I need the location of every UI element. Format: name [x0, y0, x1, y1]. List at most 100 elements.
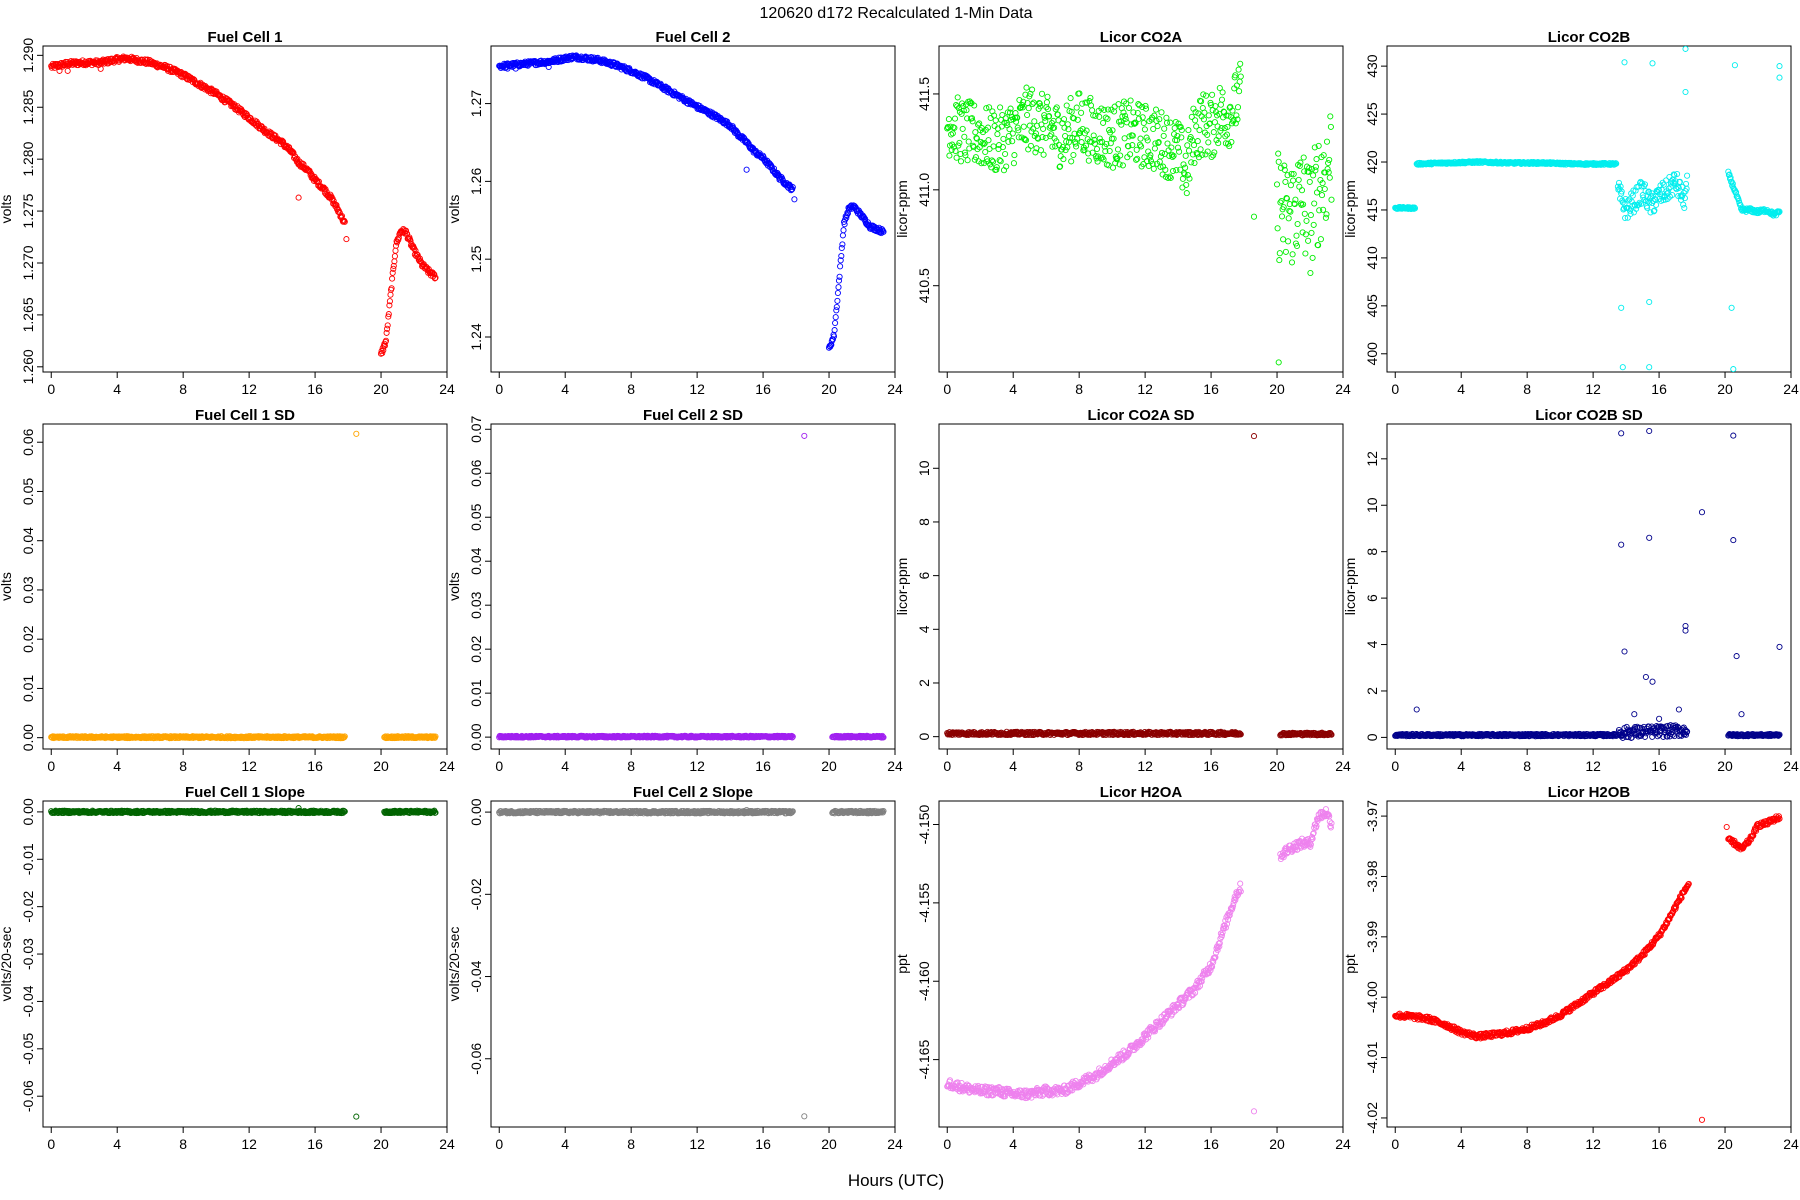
- data-point: [1133, 146, 1140, 153]
- y-tick-label: 1.290: [20, 38, 36, 73]
- data-point: [1011, 152, 1018, 159]
- data-point: [1310, 172, 1317, 179]
- data-point: [1104, 106, 1112, 113]
- data-point: [1111, 103, 1118, 110]
- data-point: [1134, 109, 1141, 117]
- y-tick-label: 1.260: [20, 349, 36, 384]
- data-point: [996, 157, 1003, 164]
- data-point: [1288, 259, 1296, 266]
- data-point: [1141, 154, 1148, 161]
- data-point: [1037, 147, 1044, 154]
- data-point: [969, 118, 976, 125]
- data-point: [1120, 109, 1127, 116]
- plot-frame: [938, 45, 1344, 373]
- data-point: [385, 313, 392, 320]
- x-tick-label: 16: [1203, 758, 1219, 774]
- outlier-point: [545, 63, 552, 71]
- data-point: [980, 141, 987, 148]
- y-tick-label: 410: [1364, 246, 1380, 270]
- data-point: [770, 165, 778, 172]
- outlier-point: [1728, 304, 1735, 311]
- data-point: [956, 108, 963, 116]
- data-point: [1234, 104, 1242, 111]
- x-tick-label: 12: [689, 381, 705, 397]
- data-point: [945, 116, 952, 123]
- data-point: [432, 274, 439, 281]
- x-tick-label: 16: [1651, 758, 1667, 774]
- outlier-point: [512, 65, 519, 72]
- data-point: [955, 142, 962, 149]
- data-point: [951, 115, 959, 122]
- data-points: [48, 53, 439, 357]
- data-point: [1158, 109, 1165, 116]
- data-point: [1014, 124, 1021, 131]
- data-point: [1142, 102, 1149, 109]
- outlier-point: [343, 236, 350, 243]
- data-point: [1129, 142, 1136, 149]
- data-point: [993, 166, 1000, 173]
- outlier-point: [295, 194, 302, 201]
- data-point: [1029, 100, 1036, 108]
- data-point: [1139, 103, 1146, 111]
- data-point: [999, 111, 1006, 119]
- data-point: [385, 311, 392, 318]
- data-point: [1029, 86, 1036, 93]
- plot-frame: [938, 423, 1344, 750]
- x-tick-label: 20: [1717, 381, 1733, 397]
- data-point: [1118, 121, 1125, 128]
- data-point: [1016, 96, 1023, 104]
- data-point: [1328, 196, 1335, 203]
- data-point: [1278, 213, 1286, 220]
- outlier-point: [97, 65, 104, 72]
- outlier-point: [1682, 45, 1689, 52]
- plot-frame: [490, 423, 896, 750]
- data-point: [1305, 237, 1312, 244]
- data-point: [1079, 100, 1086, 107]
- data-point: [1139, 114, 1146, 121]
- data-point: [1194, 138, 1201, 145]
- x-tick-label: 4: [1009, 758, 1017, 774]
- panel-title: Licor CO2A: [1100, 29, 1183, 46]
- y-tick-label: 6: [1364, 594, 1380, 602]
- data-point: [1150, 165, 1157, 172]
- y-tick-label: 415: [1364, 198, 1380, 222]
- data-point: [1102, 114, 1109, 121]
- data-point: [389, 275, 396, 282]
- data-point: [1293, 232, 1300, 239]
- data-point: [1081, 146, 1088, 153]
- y-tick-label: 1.275: [20, 193, 36, 228]
- data-points: [944, 433, 1335, 739]
- x-tick-label: 20: [1717, 758, 1733, 774]
- data-point: [949, 130, 956, 137]
- data-point: [1152, 106, 1160, 113]
- data-point: [831, 327, 838, 334]
- data-point: [1681, 204, 1688, 212]
- data-point: [1298, 187, 1306, 194]
- y-tick-label: 1.265: [20, 297, 36, 332]
- plot-frame: [490, 45, 896, 373]
- data-point: [839, 232, 846, 239]
- panel-title: Fuel Cell 1 SD: [195, 407, 295, 424]
- data-point: [1205, 112, 1212, 119]
- data-point: [389, 269, 396, 276]
- data-point: [1316, 185, 1323, 193]
- data-point: [1078, 139, 1085, 146]
- data-point: [1184, 142, 1191, 149]
- data-point: [1049, 143, 1056, 150]
- y-tick-label: 1.280: [20, 141, 36, 176]
- data-point: [986, 104, 993, 111]
- x-tick-label: 0: [47, 758, 55, 774]
- data-point: [1040, 151, 1047, 158]
- data-point: [1007, 105, 1014, 112]
- outlier-point: [1275, 359, 1282, 366]
- data-point: [407, 237, 414, 244]
- data-point: [1141, 126, 1148, 133]
- data-point: [946, 152, 953, 159]
- data-point: [1154, 123, 1161, 130]
- x-tick-label: 4: [1457, 758, 1465, 774]
- data-points: [48, 430, 439, 742]
- plot-frame: [1386, 423, 1792, 750]
